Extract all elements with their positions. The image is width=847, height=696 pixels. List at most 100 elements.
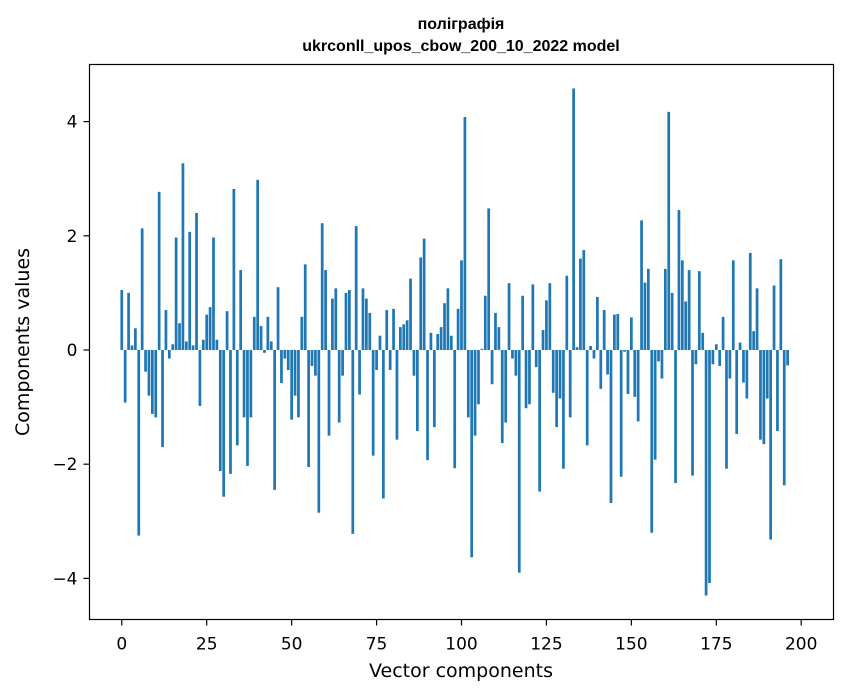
bar [446,288,450,350]
bar [229,349,232,474]
bar [646,268,650,350]
bar [242,349,246,418]
x-tick-label: 75 [366,635,388,655]
bar [718,349,722,366]
bar [592,349,596,359]
bar [579,258,582,350]
bar [609,349,613,504]
bar [708,349,711,583]
bar [517,349,521,573]
y-axis-label: Components values [12,248,34,436]
bar [409,278,412,350]
bar [320,223,324,350]
bar [432,349,436,428]
bar [507,283,511,350]
bar [626,349,630,394]
bar [759,349,762,440]
bar [184,341,188,350]
bar [263,349,266,353]
bar [232,188,236,350]
bar [317,349,321,513]
x-tick-label: 200 [785,635,817,655]
bar [415,349,419,432]
bar [619,349,623,477]
bar [283,349,287,359]
bar [256,179,260,350]
bar [280,349,283,384]
bar [293,349,297,396]
bar [674,349,677,484]
bar [314,349,317,376]
bar [721,316,725,350]
bar [382,349,385,499]
x-axis-label: Vector components [369,660,553,682]
bar [398,327,402,350]
bar [429,332,433,350]
chart-title-line1: поліграфія [418,16,505,33]
bar [198,349,202,406]
bar [684,301,688,350]
bar [596,296,599,350]
bar [762,349,766,445]
bar [276,287,280,350]
bar [606,349,609,375]
bar [660,349,664,379]
bar [500,349,504,444]
bar [246,349,249,466]
bar [164,310,168,350]
bar [473,349,477,436]
bar [378,335,382,350]
bar [477,349,480,405]
bar [551,349,555,393]
bar [483,295,487,350]
bar [249,349,253,418]
bar [528,349,531,405]
bar [130,345,134,350]
bar [735,349,739,434]
bar [123,349,127,403]
bar [514,349,518,376]
bar [134,328,137,350]
bar [337,349,341,423]
bar [541,330,545,350]
x-tick-label: 175 [700,635,732,655]
bar [191,345,195,350]
bar [402,324,406,350]
bar [225,311,229,350]
bar [640,220,643,350]
bar [731,260,735,350]
bar [575,347,579,350]
bar [365,298,368,350]
x-tick-label: 150 [615,635,647,655]
bar [405,320,409,350]
bar [144,349,147,372]
bar [266,316,270,350]
bar [562,349,565,469]
bar [422,238,426,350]
bar [368,312,372,350]
bar [208,307,212,350]
bar [490,349,494,385]
bar [677,210,681,350]
bar [385,310,389,350]
bar [650,349,654,533]
bar [269,341,273,350]
bar [426,349,429,461]
bar [239,270,243,350]
bar [511,349,514,359]
bar [436,334,440,350]
bar [748,252,752,350]
bar [466,349,470,418]
plot-area-frame [88,63,835,621]
bar [310,349,314,366]
y-tick-label: 4 [67,113,78,133]
bar [344,292,348,350]
x-tick-label: 100 [445,635,477,655]
bar [589,346,592,350]
bar [623,349,626,352]
bar [704,349,708,596]
bar [524,349,528,409]
bar [351,349,355,534]
bar [697,271,701,350]
bar [636,349,640,422]
